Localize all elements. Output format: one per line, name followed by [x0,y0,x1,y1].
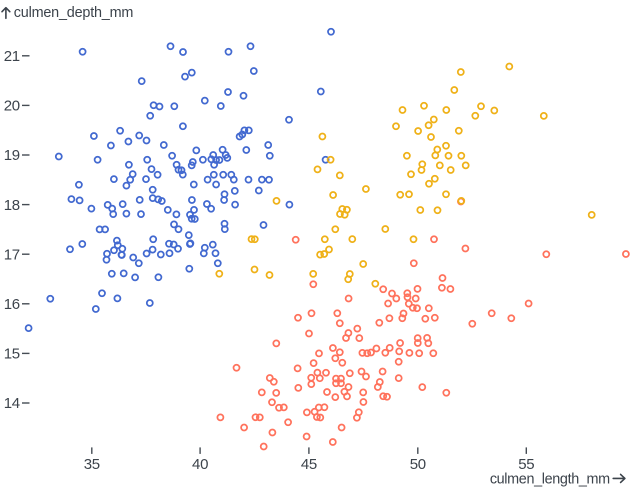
svg-text:15: 15 [4,346,20,363]
svg-text:45: 45 [301,456,317,473]
svg-text:21: 21 [4,48,20,65]
svg-text:16: 16 [4,296,20,313]
svg-text:17: 17 [4,246,20,263]
svg-text:18: 18 [4,197,20,214]
svg-text:20: 20 [4,98,20,115]
svg-text:35: 35 [84,456,100,473]
svg-text:50: 50 [410,456,426,473]
svg-text:40: 40 [192,456,208,473]
svg-text:19: 19 [4,147,20,164]
svg-text:culmen_depth_mm: culmen_depth_mm [14,5,134,21]
svg-text:55: 55 [518,456,534,473]
svg-text:culmen_length_mm: culmen_length_mm [490,472,610,488]
svg-text:14: 14 [4,395,20,412]
